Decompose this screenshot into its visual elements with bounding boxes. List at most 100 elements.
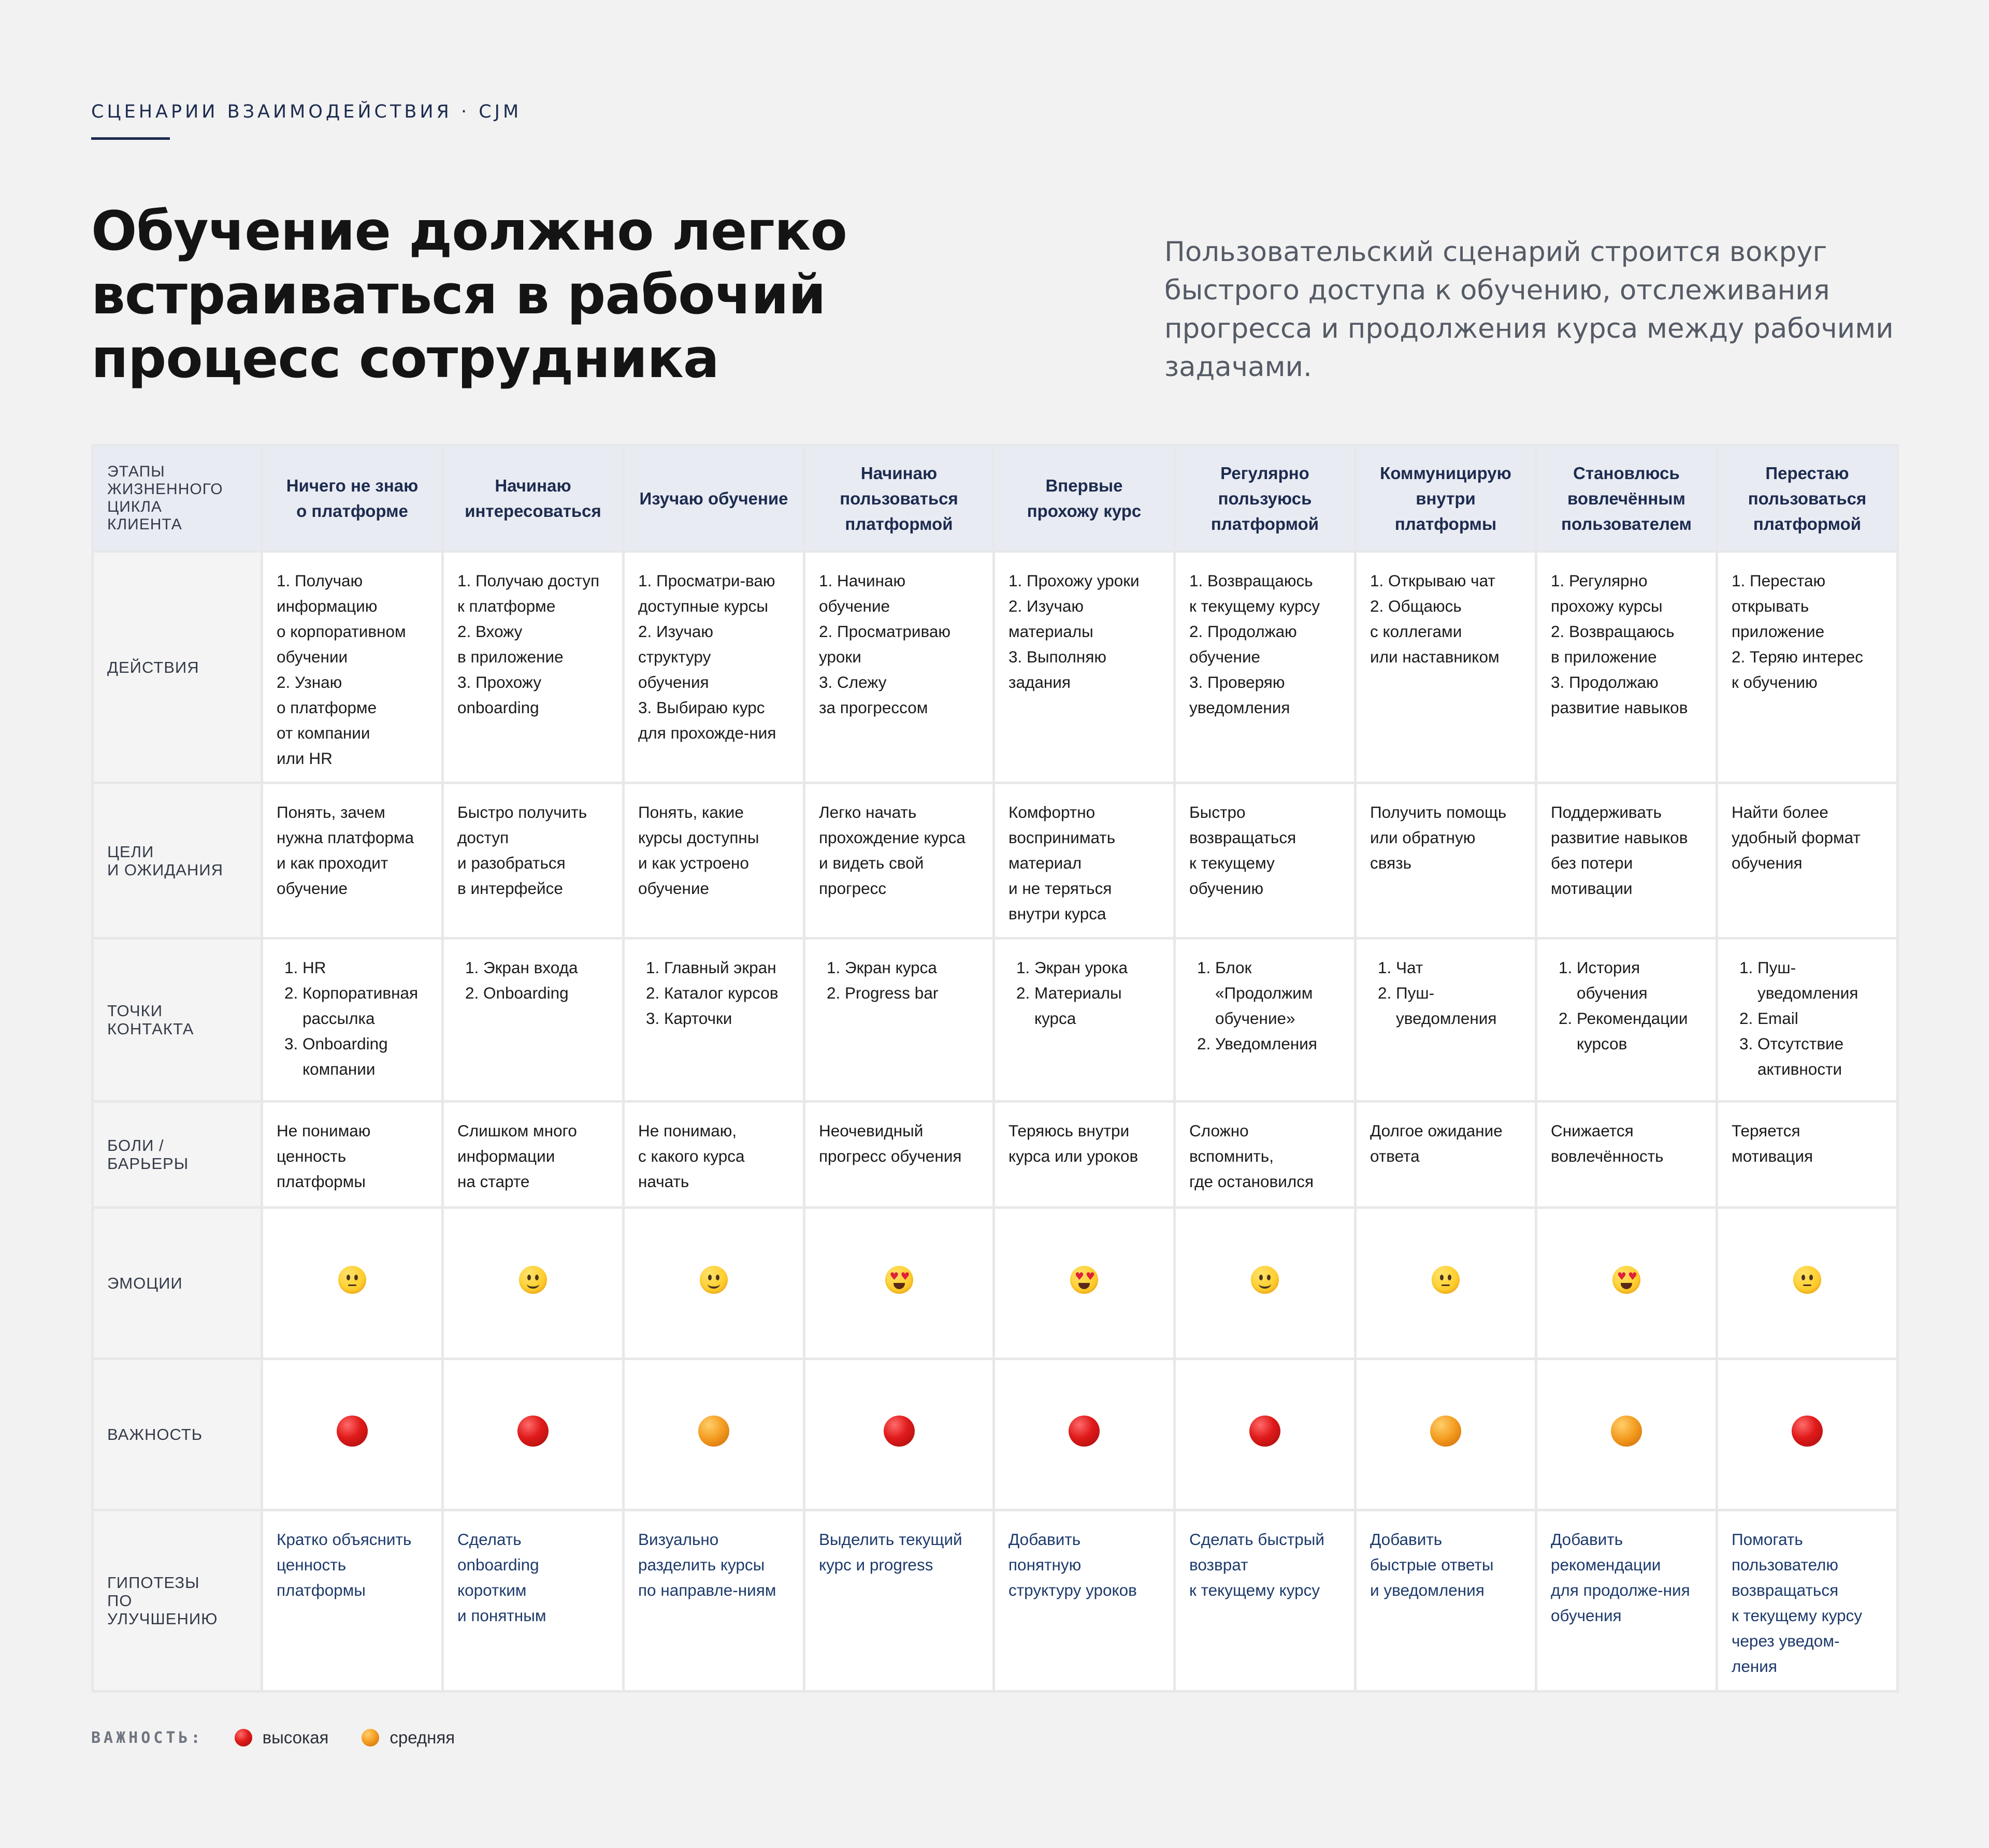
actions-cell: 1. Получаю доступ к платформе 2. Вхожу в пр… — [441, 550, 625, 784]
title-line: процесс сотрудника — [91, 327, 719, 390]
touchpoint-item: Рекомендации курсов — [1577, 1006, 1702, 1057]
cell-line: Не понимаю, — [638, 1121, 737, 1140]
touchpoints-cell: Экран входаOnboarding — [441, 937, 625, 1103]
goals-cell: Быстро возвращаться к текущему обучению — [1173, 782, 1357, 940]
hypotheses-cell: Добавить рекомендации для продолже-ния обуч… — [1535, 1509, 1718, 1693]
importance-cell — [992, 1358, 1176, 1511]
cell-line: курса или уроков — [1008, 1147, 1138, 1165]
cell-line: обучении — [277, 647, 348, 666]
cell-line: обучение — [819, 597, 890, 615]
cell-line: 2. Общаюсь — [1370, 597, 1462, 615]
cell-line: платформой — [845, 514, 953, 533]
cell-line: информации — [457, 1147, 555, 1165]
cell-line: в интерфейсе — [457, 879, 563, 898]
cell-line: обучение — [277, 879, 348, 898]
cell-line: Добавить — [1551, 1530, 1623, 1549]
cell-line: БАРЬЕРЫ — [107, 1154, 189, 1173]
cell-line: где остановился — [1189, 1172, 1314, 1191]
title-line: Обучение должно легко — [91, 199, 847, 263]
cell-line: платформы — [1394, 514, 1497, 533]
cell-line: в приложение — [1551, 647, 1657, 666]
cell-line: 2. Узнаю — [277, 673, 342, 691]
cell-line: ЭТАПЫ — [107, 463, 165, 480]
cell-line: 1. Открываю чат — [1370, 571, 1495, 590]
cell-line: нужна платформа — [277, 828, 414, 847]
cell-line: Найти более — [1732, 803, 1828, 821]
touchpoint-item: Onboarding компании — [302, 1031, 428, 1082]
touchpoint-item: Корпоративная рассылка — [302, 980, 428, 1031]
cell-line: к обучению — [1732, 673, 1818, 691]
emotion-cell — [261, 1206, 444, 1360]
stage-header: Начинаю пользоваться платформой — [803, 444, 995, 553]
heart-eyes-face-icon: ♥ ♥ — [1612, 1265, 1640, 1294]
hypotheses-cell: Кратко объяснить ценность платформы — [261, 1509, 444, 1693]
cell-line: начать — [638, 1172, 689, 1191]
red-circle-icon — [1249, 1415, 1280, 1447]
cell-line: 3. Слежу — [819, 673, 887, 691]
cell-line: прохожу курсы — [1551, 597, 1663, 615]
cell-line: Визуально — [638, 1530, 719, 1549]
orange-circle-icon — [698, 1415, 729, 1447]
cell-line: обучения — [638, 673, 709, 691]
cell-line: информацию — [277, 597, 378, 615]
cell-line: пользователю — [1732, 1555, 1839, 1574]
touchpoint-item: Материалы курса — [1034, 980, 1160, 1031]
cell-line: ЭМОЦИИ — [107, 1274, 183, 1292]
touchpoints-cell: Блок «Продолжим обучение»Уведомления — [1173, 937, 1357, 1103]
stage-header: Регулярно пользуюсь платформой — [1173, 444, 1357, 553]
cell-line: 1. Возвращаюсь — [1189, 571, 1313, 590]
cell-line: ления — [1732, 1657, 1777, 1676]
cell-line: развитие навыков — [1551, 828, 1688, 847]
pains-cell: Сложно вспомнить, где остановился — [1173, 1100, 1357, 1209]
actions-cell: 1. Просматри-ваю доступные курсы 2. Изучаю… — [622, 550, 805, 784]
cell-line: вовлечённость — [1551, 1147, 1664, 1165]
cell-line: по направле-ниям — [638, 1581, 776, 1599]
goals-cell: Поддерживать развитие навыков без потери мо… — [1535, 782, 1718, 940]
cell-line: 1. Получаю доступ — [457, 571, 600, 590]
cell-line: связь — [1370, 854, 1412, 872]
cell-line: прогресс обучения — [819, 1147, 962, 1165]
cell-line: приложение — [1732, 622, 1825, 641]
intro-line: прогресса и продолжения курса между рабо… — [1164, 313, 1894, 344]
cell-line: коротким — [457, 1581, 527, 1599]
pains-cell: Теряется мотивация — [1716, 1100, 1899, 1209]
cell-line: Кратко объяснить — [277, 1530, 412, 1549]
cell-line: 3. Продолжаю — [1551, 673, 1659, 691]
cell-line: к платформе — [457, 597, 556, 615]
cell-line: Неочевидный — [819, 1121, 924, 1140]
hypotheses-cell: Добавить быстрые ответы и уведомления — [1354, 1509, 1537, 1693]
cell-line: Добавить — [1008, 1530, 1081, 1549]
cell-line: задания — [1008, 673, 1071, 691]
cell-line: обучению — [1189, 879, 1264, 898]
cell-line: Добавить — [1370, 1530, 1443, 1549]
cell-line: о платформе — [277, 698, 377, 717]
cell-line: Начинаю — [860, 463, 938, 483]
touchpoint-list: Экран входаOnboarding — [457, 955, 609, 1006]
cell-line: 2. Изучаю — [1008, 597, 1084, 615]
touchpoint-item: Progress bar — [845, 980, 979, 1006]
cell-line: доступные курсы — [638, 597, 768, 615]
cell-line: ценность — [277, 1147, 347, 1165]
cell-line: 3. Прохожу — [457, 673, 542, 691]
emotion-cell — [1173, 1206, 1357, 1360]
cell-line: курсы доступны — [638, 828, 759, 847]
intro-text: Пользовательский сценарий строится вокру… — [1164, 233, 1905, 386]
touchpoint-item: Отсутствие активности — [1757, 1031, 1883, 1082]
cell-line: к текущему курсу — [1189, 1581, 1320, 1599]
cell-line: от компании — [277, 724, 370, 742]
cell-line: Слишком много — [457, 1121, 577, 1140]
cell-line: прогресс — [819, 879, 887, 898]
cell-line: Становлюсь — [1573, 463, 1680, 483]
red-circle-icon — [234, 1729, 252, 1746]
cell-line: Быстро — [1189, 803, 1246, 821]
cell-line: onboarding — [457, 1555, 539, 1574]
cell-line: возврат — [1189, 1555, 1248, 1574]
cell-line: через уведом- — [1732, 1632, 1840, 1650]
cell-line: обучение — [1189, 647, 1261, 666]
touchpoint-list: Блок «Продолжим обучение»Уведомления — [1189, 955, 1341, 1057]
cell-line: ВАЖНОСТЬ — [107, 1425, 203, 1443]
slightly-smiling-face-icon — [700, 1265, 728, 1294]
row-label-importance: ВАЖНОСТЬ — [91, 1358, 263, 1511]
cell-line: за прогрессом — [819, 698, 928, 717]
cell-line: 1. Получаю — [277, 571, 363, 590]
